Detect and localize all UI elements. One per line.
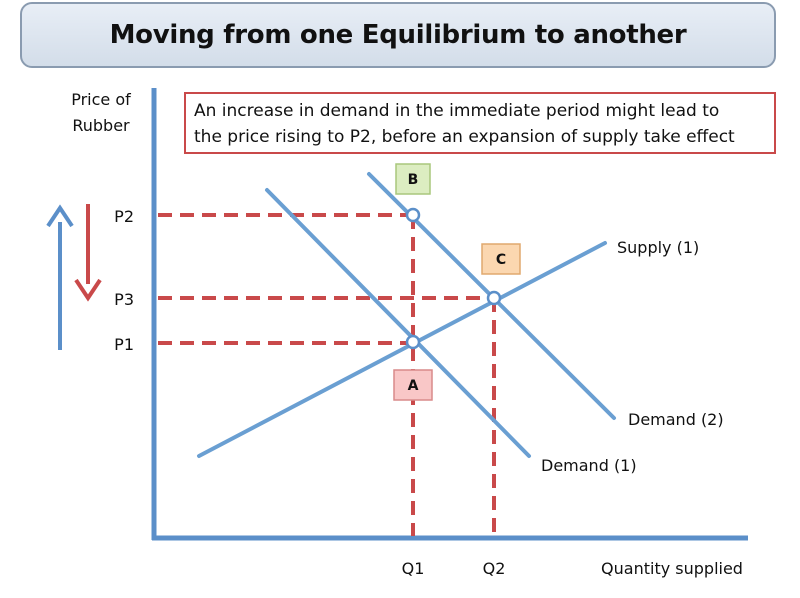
demand-2-curve-label: Demand (2) [628,410,724,429]
quantity-label-q2: Q2 [483,559,506,578]
point-c-marker [486,290,502,306]
x-axis-label: Quantity supplied [601,559,743,578]
supply-curve [197,241,607,458]
price-label-p2: P2 [114,207,134,226]
point-b-label-box: B [395,163,431,195]
price-down-arrow-icon [74,204,102,302]
y-axis-label-line-1: Price of [71,90,131,109]
price-label-p3: P3 [114,290,134,309]
price-up-arrow-icon [46,204,74,350]
point-b-marker [405,207,421,223]
quantity-label-q1: Q1 [402,559,425,578]
point-a-label: A [408,378,419,394]
supply-curve-label: Supply (1) [617,238,699,257]
demand-1-curve-label: Demand (1) [541,456,637,475]
point-a-marker [405,334,421,350]
point-c-label: C [496,252,506,268]
title-box: Moving from one Equilibrium to another [20,2,776,68]
point-c-label-box: C [481,243,521,275]
annotation-line-2: the price rising to P2, before an expans… [194,127,735,147]
y-axis-label-line-2: Rubber [72,116,130,135]
annotation-line-1: An increase in demand in the immediate p… [194,101,720,121]
annotation-box: An increase in demand in the immediate p… [184,92,776,154]
diagram-title: Moving from one Equilibrium to another [109,20,687,50]
point-b-label: B [408,172,419,188]
demand-1-curve [265,188,531,458]
point-a-label-box: A [393,369,433,401]
price-label-p1: P1 [114,335,134,354]
